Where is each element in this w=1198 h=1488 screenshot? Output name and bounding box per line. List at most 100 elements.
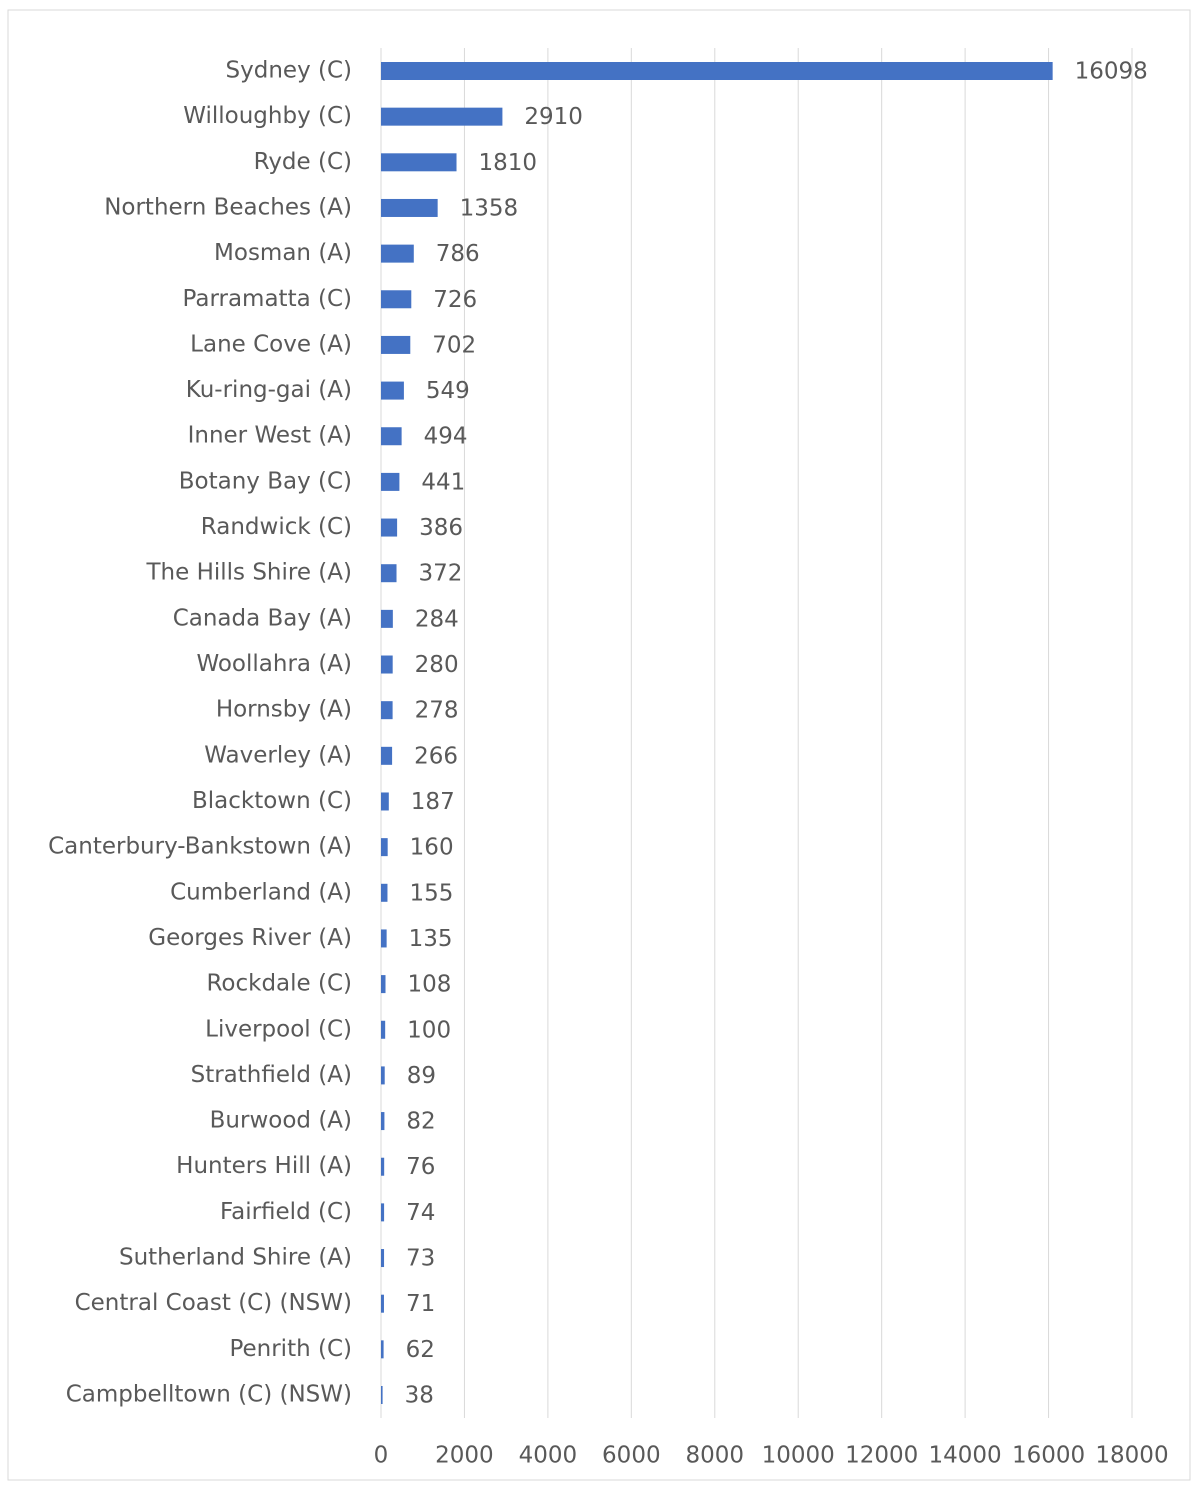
- bar: [381, 1249, 385, 1268]
- x-tick-label: 6000: [602, 1443, 661, 1469]
- x-tick-label: 10000: [762, 1443, 835, 1469]
- x-tick-label: 0: [374, 1443, 389, 1469]
- bar: [381, 975, 386, 994]
- y-tick-label: Mosman (A): [214, 240, 352, 266]
- bar: [381, 153, 457, 172]
- data-label: 16098: [1075, 59, 1148, 85]
- bar: [381, 62, 1053, 80]
- bar: [381, 609, 393, 628]
- y-tick-label: Sutherland Shire (A): [119, 1245, 352, 1271]
- data-label: 441: [421, 469, 465, 495]
- y-tick-label: Waverley (A): [204, 742, 352, 768]
- y-tick-label: Botany Bay (C): [179, 468, 352, 494]
- bar: [381, 1294, 384, 1313]
- y-tick-label: Penrith (C): [229, 1336, 352, 1362]
- y-tick-label: Blacktown (C): [192, 788, 352, 814]
- data-label: 786: [436, 241, 480, 267]
- data-label: 73: [406, 1246, 435, 1272]
- y-tick-label: Ryde (C): [254, 149, 352, 175]
- data-label: 135: [409, 926, 453, 952]
- data-label: 160: [410, 835, 454, 861]
- data-label: 74: [406, 1200, 435, 1226]
- bar: [381, 838, 388, 857]
- data-label: 71: [406, 1291, 435, 1317]
- y-tick-label: Campbelltown (C) (NSW): [66, 1382, 352, 1408]
- bar: [381, 335, 411, 354]
- data-label: 2910: [524, 104, 583, 130]
- data-label: 155: [409, 880, 453, 906]
- data-label: 549: [426, 378, 470, 404]
- y-tick-label: Hornsby (A): [216, 697, 352, 723]
- y-tick-label: Cumberland (A): [170, 879, 352, 905]
- data-label: 278: [415, 698, 459, 724]
- bar: [381, 792, 389, 811]
- bar: [381, 655, 393, 674]
- data-label: 108: [408, 972, 452, 998]
- y-tick-label: The Hills Shire (A): [145, 560, 352, 586]
- y-tick-label: Inner West (A): [188, 423, 352, 449]
- y-tick-label: Woollahra (A): [196, 651, 352, 677]
- bar: [381, 472, 400, 491]
- data-label: 494: [424, 424, 468, 450]
- data-label: 100: [407, 1017, 451, 1043]
- bar: [381, 1340, 384, 1359]
- y-tick-label: Strathfield (A): [191, 1062, 352, 1088]
- data-label: 1358: [460, 195, 519, 221]
- data-label: 280: [415, 652, 459, 678]
- x-tick-label: 4000: [519, 1443, 578, 1469]
- data-label: 284: [415, 606, 459, 632]
- y-tick-label: Randwick (C): [201, 514, 352, 540]
- data-label: 372: [419, 561, 463, 587]
- bar: [381, 929, 387, 948]
- bar: [381, 883, 388, 902]
- y-tick-label: Lane Cove (A): [190, 331, 352, 357]
- x-tick-label: 14000: [929, 1443, 1002, 1469]
- chart-border: [7, 9, 1191, 1481]
- bar: [381, 107, 503, 126]
- bar: [381, 1066, 385, 1085]
- bar: [381, 1157, 385, 1176]
- y-tick-label: Rockdale (C): [206, 971, 352, 997]
- x-tick-label: 8000: [686, 1443, 745, 1469]
- bar: [381, 427, 402, 446]
- bar: [381, 1112, 385, 1131]
- bar: [381, 1020, 386, 1039]
- bar: [381, 564, 397, 583]
- data-label: 726: [433, 287, 477, 313]
- y-tick-label: Liverpool (C): [205, 1016, 352, 1042]
- y-tick-label: Hunters Hill (A): [176, 1153, 352, 1179]
- data-label: 702: [432, 332, 476, 358]
- data-label: 82: [406, 1109, 435, 1135]
- x-tick-label: 12000: [845, 1443, 918, 1469]
- data-label: 62: [406, 1337, 435, 1363]
- data-label: 386: [419, 515, 463, 541]
- bar: [381, 746, 393, 765]
- data-label: 1810: [479, 150, 538, 176]
- y-tick-label: Georges River (A): [148, 925, 352, 951]
- data-label: 187: [411, 789, 455, 815]
- y-tick-label: Fairfield (C): [220, 1199, 352, 1225]
- y-tick-label: Sydney (C): [226, 58, 352, 84]
- bar: [381, 198, 438, 217]
- y-tick-label: Central Coast (C) (NSW): [75, 1290, 352, 1316]
- bar: [381, 518, 398, 537]
- y-tick-label: Parramatta (C): [183, 286, 352, 312]
- bar: [381, 1386, 383, 1404]
- x-tick-label: 2000: [435, 1443, 494, 1469]
- bar: [381, 381, 404, 400]
- bar: [381, 701, 393, 720]
- y-tick-label: Burwood (A): [210, 1108, 352, 1134]
- data-label: 38: [405, 1383, 434, 1409]
- y-tick-label: Ku-ring-gai (A): [186, 377, 352, 403]
- bar: [381, 1203, 385, 1222]
- y-tick-label: Northern Beaches (A): [104, 194, 352, 220]
- x-tick-label: 16000: [1012, 1443, 1085, 1469]
- bar: [381, 290, 412, 309]
- y-tick-label: Canada Bay (A): [173, 605, 352, 631]
- y-tick-label: Canterbury-Bankstown (A): [48, 834, 352, 860]
- data-label: 89: [407, 1063, 436, 1089]
- y-tick-label: Willoughby (C): [183, 103, 352, 129]
- x-tick-label: 18000: [1095, 1443, 1168, 1469]
- data-label: 76: [406, 1154, 435, 1180]
